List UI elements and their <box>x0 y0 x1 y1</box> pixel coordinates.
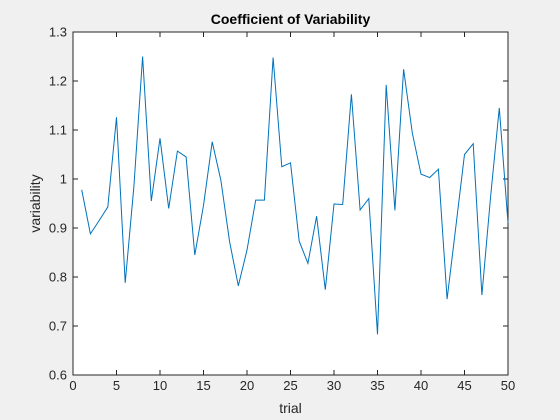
x-axis: 0 5 10 15 20 25 30 35 40 45 50 <box>69 32 515 393</box>
y-tick-label: 1.2 <box>49 74 67 89</box>
y-tick-label: 0.8 <box>49 270 67 285</box>
x-tick-label: 30 <box>327 378 341 393</box>
series-line <box>81 56 509 335</box>
y-tick-label: 1.3 <box>49 25 67 40</box>
x-tick-label: 0 <box>69 378 76 393</box>
x-tick-label: 20 <box>240 378 254 393</box>
y-tick-label: 0.6 <box>49 368 67 383</box>
x-tick-label: 5 <box>113 378 120 393</box>
plot-area <box>72 31 509 376</box>
y-axis: 0.6 0.7 0.8 0.9 1 1.1 1.2 1.3 <box>49 25 508 383</box>
x-tick-label: 15 <box>196 378 210 393</box>
y-axis-label: variability <box>27 174 43 232</box>
x-tick-label: 40 <box>414 378 428 393</box>
x-tick-label: 25 <box>283 378 297 393</box>
y-tick-label: 0.7 <box>49 319 67 334</box>
x-tick-label: 10 <box>153 378 167 393</box>
y-tick-label: 1.1 <box>49 123 67 138</box>
x-tick-label: 35 <box>370 378 384 393</box>
series-layer <box>81 56 509 335</box>
x-tick-label: 50 <box>501 378 515 393</box>
x-tick-label: 45 <box>457 378 471 393</box>
chart-title: Coefficient of Variability <box>211 11 371 27</box>
y-tick-label: 0.9 <box>49 221 67 236</box>
x-axis-label: trial <box>279 400 302 416</box>
y-tick-label: 1 <box>60 172 67 187</box>
